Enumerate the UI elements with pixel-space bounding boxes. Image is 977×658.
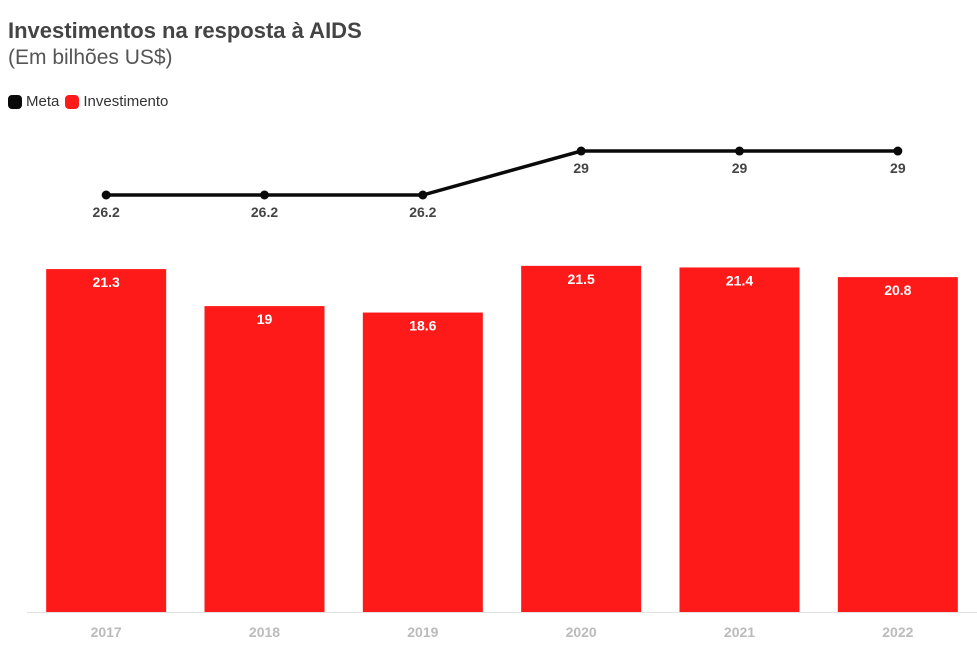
meta-label-2017: 26.2	[93, 204, 120, 220]
x-tick-2019: 2019	[407, 624, 438, 640]
chart-svg: 21.3 19 18.6 21.5 21.4 20.8 26.2 26.2 26.2 29 29 29…	[0, 0, 977, 658]
x-tick-2017: 2017	[91, 624, 122, 640]
meta-point-2018	[260, 191, 269, 200]
bar-label-2021: 21.4	[726, 272, 753, 288]
meta-point-2017	[102, 191, 111, 200]
bar-2018	[205, 306, 325, 612]
meta-point-2020	[577, 147, 586, 156]
bar-label-2019: 18.6	[409, 318, 436, 334]
meta-label-2021: 29	[732, 160, 748, 176]
bar-label-2020: 21.5	[568, 271, 595, 287]
meta-label-2018: 26.2	[251, 204, 278, 220]
bar-2020	[521, 266, 641, 612]
meta-label-2019: 26.2	[409, 204, 436, 220]
bar-2022	[838, 277, 958, 612]
bar-2021	[680, 267, 800, 612]
bar-label-2018: 19	[257, 311, 273, 327]
bar-label-2022: 20.8	[884, 282, 911, 298]
meta-point-2019	[418, 191, 427, 200]
x-tick-2022: 2022	[882, 624, 913, 640]
meta-label-2022: 29	[890, 160, 906, 176]
bar-2019	[363, 313, 483, 612]
x-tick-2020: 2020	[566, 624, 597, 640]
x-tick-2021: 2021	[724, 624, 755, 640]
meta-label-2020: 29	[573, 160, 589, 176]
bar-label-2017: 21.3	[93, 274, 120, 290]
meta-point-2021	[735, 147, 744, 156]
bar-2017	[46, 269, 166, 612]
meta-point-2022	[893, 147, 902, 156]
x-tick-2018: 2018	[249, 624, 280, 640]
meta-line	[106, 151, 898, 195]
chart-container: Investimentos na resposta à AIDS (Em bil…	[0, 0, 977, 658]
